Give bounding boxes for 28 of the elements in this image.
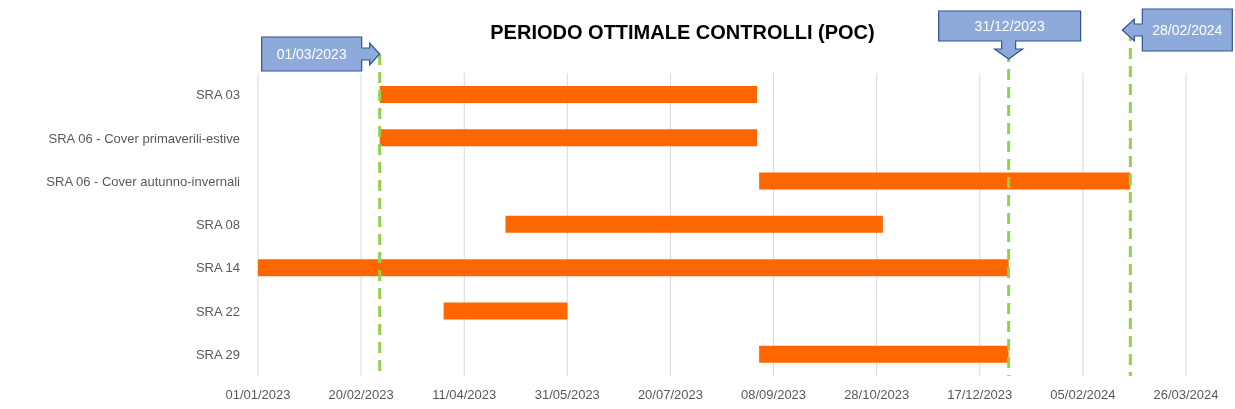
x-tick-label: 20/02/2023 (328, 387, 394, 403)
y-tick-label: SRA 03 (195, 87, 240, 103)
y-tick-label: SRA 06 - Cover primaverili-estive (48, 130, 240, 146)
y-tick-label: SRA 14 (195, 260, 240, 276)
y-tick-label: SRA 08 (195, 217, 240, 233)
bar (759, 172, 1131, 190)
x-tick-label: 01/01/2023 (225, 387, 291, 403)
bar (258, 259, 1009, 277)
ref-line-label: 31/12/2023 (974, 18, 1045, 34)
x-tick-label: 11/04/2023 (432, 387, 497, 403)
bar (505, 215, 883, 233)
ref-line-label: 28/02/2024 (1152, 22, 1223, 38)
x-tick-label: 05/02/2024 (1050, 387, 1116, 403)
x-tick-label: 20/07/2023 (637, 387, 703, 403)
y-tick-label: SRA 06 - Cover autunno-invernali (46, 173, 241, 189)
bar (379, 86, 758, 103)
x-tick-label: 28/10/2023 (844, 387, 910, 403)
x-tick-label: 31/05/2023 (534, 387, 600, 403)
bar (379, 129, 758, 147)
x-tick-label: 08/09/2023 (741, 387, 807, 403)
x-tick-label: 17/12/2023 (947, 387, 1013, 403)
y-tick-label: SRA 29 (195, 346, 240, 362)
bar (443, 302, 568, 320)
ref-line-label: 01/03/2023 (276, 46, 347, 62)
y-tick-label: SRA 22 (195, 303, 240, 319)
chart-title: PERIODO OTTIMALE CONTROLLI (POC) (490, 21, 875, 43)
bar (759, 345, 1009, 363)
x-tick-label: 26/03/2024 (1153, 387, 1219, 403)
